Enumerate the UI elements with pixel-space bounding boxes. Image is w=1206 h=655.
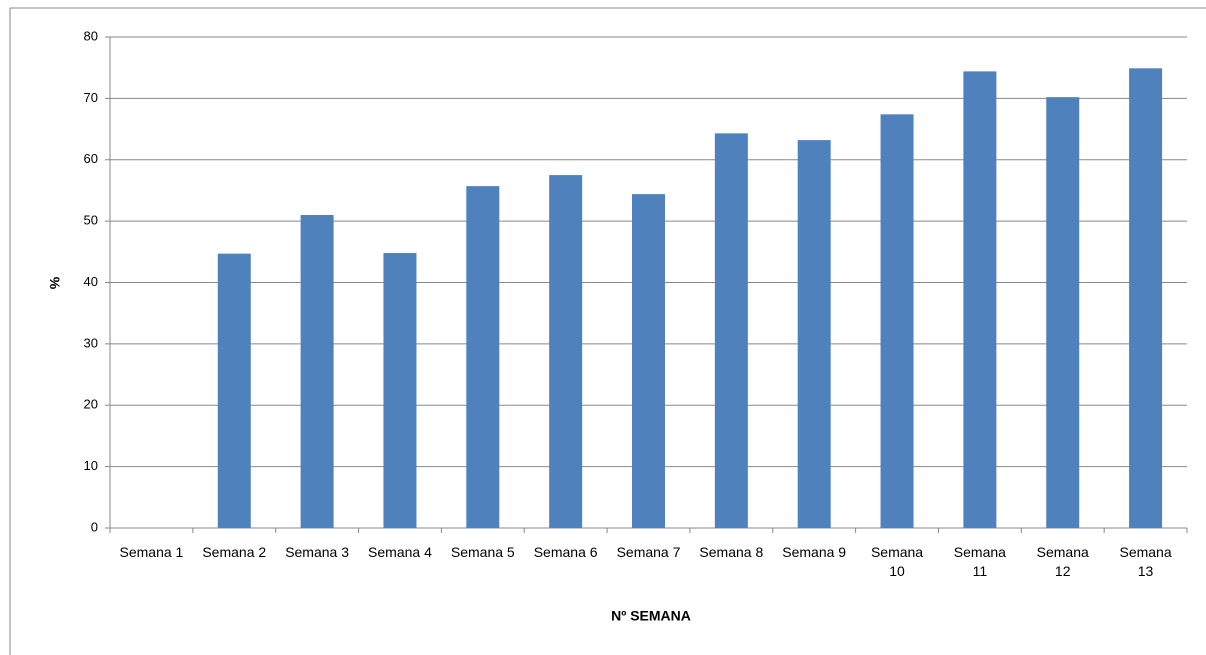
bar	[632, 194, 665, 528]
y-axis-title: %	[47, 276, 63, 289]
y-tick-label: 60	[84, 151, 98, 166]
x-tick-label: Semana 11	[953, 544, 1006, 579]
y-tick-label: 20	[84, 397, 98, 412]
y-tick-label: 70	[84, 90, 98, 105]
bar	[466, 186, 500, 529]
bar	[797, 140, 831, 529]
bar	[963, 71, 997, 529]
bar	[714, 133, 748, 528]
bar	[1129, 68, 1163, 529]
bar	[217, 253, 251, 528]
x-tick-label: Semana 4	[368, 544, 432, 560]
x-tick-label: Semana 2	[202, 544, 267, 560]
y-tick-label: 10	[84, 458, 98, 473]
x-tick-label: Semana 1	[119, 544, 184, 560]
x-tick-label: Semana 8	[699, 544, 764, 560]
bar	[1046, 97, 1080, 529]
y-tick-label: 40	[84, 274, 98, 289]
bar	[880, 114, 914, 529]
y-tick-label: 0	[91, 519, 98, 534]
x-axis-title: Nº SEMANA	[611, 608, 691, 624]
x-tick-label: Semana 10	[870, 544, 924, 579]
x-tick-label: Semana 7	[616, 544, 681, 560]
y-tick-label: 80	[84, 28, 98, 43]
x-tick-label: Semana 12	[1036, 544, 1089, 579]
bar	[300, 214, 334, 529]
x-tick-label: Semana 5	[450, 544, 515, 560]
x-tick-label: Semana 3	[285, 544, 350, 560]
y-tick-label: 30	[84, 335, 98, 350]
bar	[549, 175, 583, 528]
bar	[383, 253, 417, 529]
y-tick-label: 50	[84, 213, 98, 228]
x-tick-label: Semana 6	[533, 544, 598, 560]
x-tick-label: Semana 9	[782, 544, 847, 560]
x-tick-label: Semana 13	[1119, 544, 1172, 579]
